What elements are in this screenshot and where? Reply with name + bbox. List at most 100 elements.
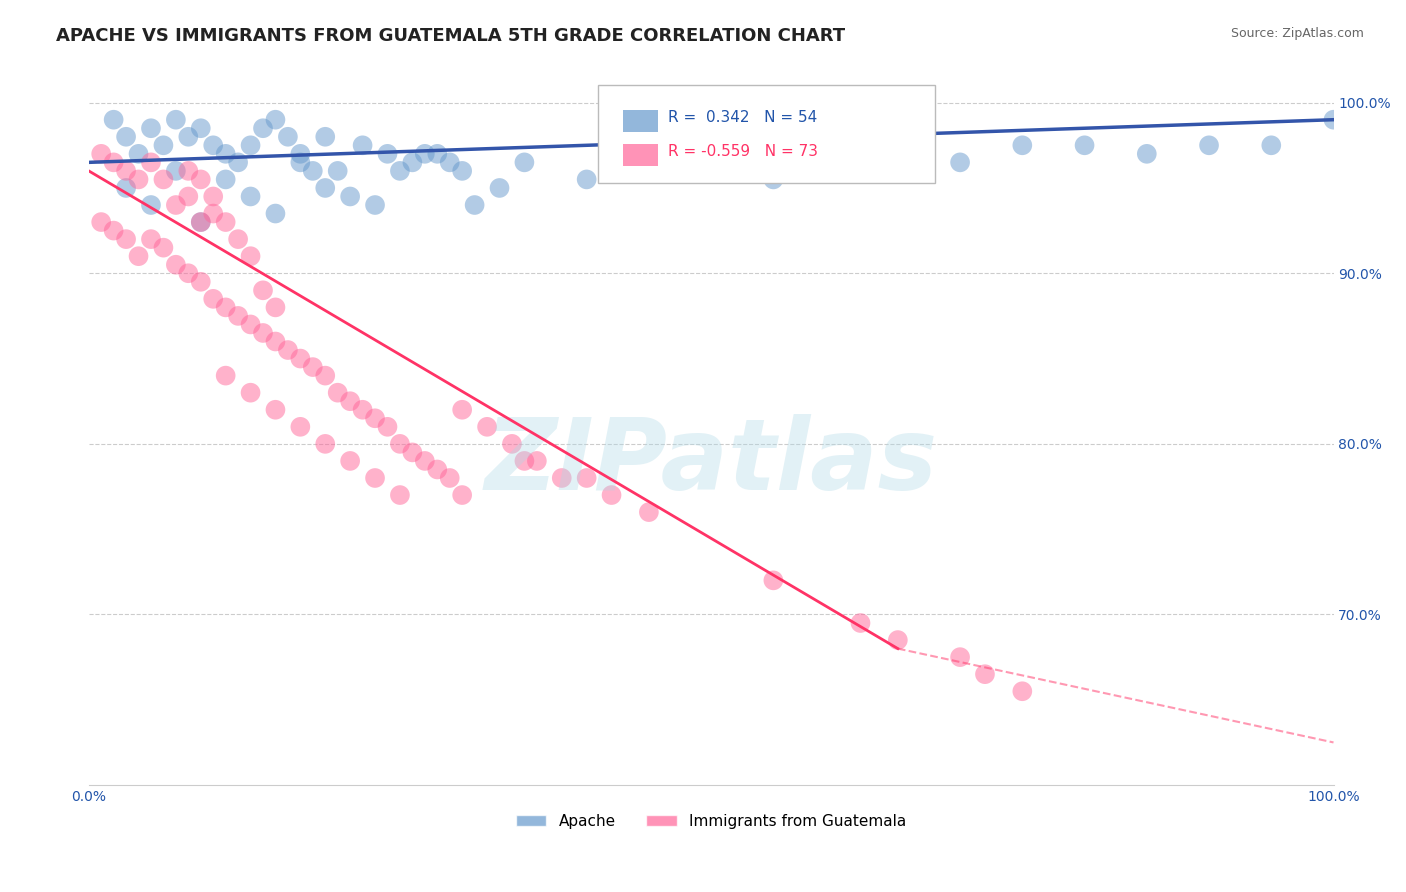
Point	[413, 454, 436, 468]
Point	[439, 155, 461, 169]
Point	[215, 301, 238, 315]
Point	[239, 385, 262, 400]
Point	[339, 454, 361, 468]
Point	[226, 309, 249, 323]
Point	[488, 181, 510, 195]
Point	[377, 146, 399, 161]
Point	[326, 164, 349, 178]
Point	[426, 146, 449, 161]
Point	[364, 198, 387, 212]
Point	[202, 138, 225, 153]
Point	[301, 164, 323, 178]
Point	[401, 445, 423, 459]
Point	[152, 241, 174, 255]
Point	[638, 505, 661, 519]
Point	[1322, 112, 1344, 127]
Point	[252, 121, 274, 136]
Point	[103, 224, 125, 238]
Point	[413, 146, 436, 161]
Point	[1011, 138, 1033, 153]
Point	[264, 112, 287, 127]
Point	[277, 343, 299, 357]
Text: Source: ZipAtlas.com: Source: ZipAtlas.com	[1230, 27, 1364, 40]
Text: ZIPatlas: ZIPatlas	[485, 414, 938, 511]
Point	[388, 488, 411, 502]
Point	[451, 164, 474, 178]
Point	[165, 112, 187, 127]
Point	[849, 615, 872, 630]
Point	[301, 360, 323, 375]
Point	[177, 189, 200, 203]
Point	[475, 419, 498, 434]
Point	[501, 437, 523, 451]
Point	[887, 164, 910, 178]
Point	[949, 155, 972, 169]
Point	[215, 368, 238, 383]
Point	[388, 437, 411, 451]
Point	[377, 419, 399, 434]
Point	[139, 232, 162, 246]
Point	[152, 172, 174, 186]
Point	[339, 394, 361, 409]
Point	[364, 471, 387, 485]
Point	[1136, 146, 1159, 161]
Point	[215, 172, 238, 186]
Point	[177, 266, 200, 280]
Point	[264, 206, 287, 220]
Point	[165, 258, 187, 272]
Point	[575, 172, 598, 186]
Point	[401, 155, 423, 169]
Point	[277, 129, 299, 144]
Point	[239, 189, 262, 203]
Point	[638, 164, 661, 178]
Point	[190, 172, 212, 186]
Text: R =  0.342   N = 54: R = 0.342 N = 54	[668, 110, 817, 125]
Point	[190, 215, 212, 229]
Legend: Apache, Immigrants from Guatemala: Apache, Immigrants from Guatemala	[510, 807, 912, 835]
Point	[239, 138, 262, 153]
Point	[575, 471, 598, 485]
Point	[290, 351, 312, 366]
Point	[115, 181, 138, 195]
Point	[226, 232, 249, 246]
Point	[202, 206, 225, 220]
Point	[762, 574, 785, 588]
Point	[339, 189, 361, 203]
Point	[177, 129, 200, 144]
Point	[215, 215, 238, 229]
Point	[600, 488, 623, 502]
Point	[551, 471, 574, 485]
Point	[314, 181, 336, 195]
Point	[290, 419, 312, 434]
Point	[252, 283, 274, 297]
Point	[439, 471, 461, 485]
Point	[103, 112, 125, 127]
Point	[314, 129, 336, 144]
Point	[226, 155, 249, 169]
Point	[1198, 138, 1220, 153]
Point	[165, 164, 187, 178]
Point	[115, 164, 138, 178]
Point	[388, 164, 411, 178]
Point	[139, 155, 162, 169]
Point	[128, 249, 150, 263]
Point	[314, 437, 336, 451]
Point	[103, 155, 125, 169]
Point	[974, 667, 997, 681]
Point	[824, 146, 846, 161]
Point	[165, 198, 187, 212]
Point	[115, 232, 138, 246]
Point	[190, 275, 212, 289]
Point	[152, 138, 174, 153]
Point	[513, 454, 536, 468]
Text: R = -0.559   N = 73: R = -0.559 N = 73	[668, 144, 818, 159]
Point	[426, 462, 449, 476]
Point	[1073, 138, 1095, 153]
Point	[1011, 684, 1033, 698]
Point	[202, 292, 225, 306]
Point	[352, 138, 374, 153]
Point	[314, 368, 336, 383]
Point	[215, 146, 238, 161]
Point	[264, 301, 287, 315]
Point	[264, 334, 287, 349]
